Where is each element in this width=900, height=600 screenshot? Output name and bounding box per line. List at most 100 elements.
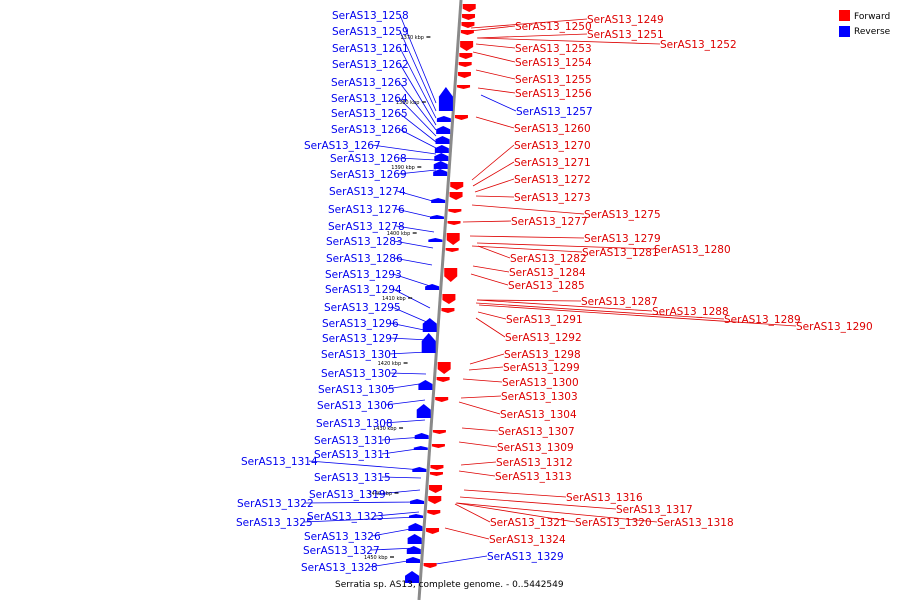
forward-gene-arrow — [437, 362, 451, 374]
leader-line-forward — [458, 441, 498, 448]
gene-label-forward: SerAS13_1282 — [510, 253, 587, 265]
leader-line-reverse — [381, 476, 422, 479]
leader-line-forward — [470, 273, 509, 286]
leader-line-forward — [461, 427, 499, 432]
gene-label-forward: SerAS13_1289 — [724, 314, 801, 326]
gene-label-forward: SerAS13_1317 — [616, 504, 693, 516]
forward-gene-arrow — [460, 30, 474, 35]
gene-label-reverse: SerAS13_1283 — [326, 236, 403, 248]
leader-line-forward — [477, 87, 516, 94]
reverse-gene-arrow — [433, 161, 448, 169]
leader-line-forward — [455, 502, 576, 523]
gene-label-reverse: SerAS13_1308 — [316, 418, 393, 430]
leader-line-forward — [460, 395, 502, 399]
reverse-gene-arrow — [413, 446, 428, 450]
leader-line-forward — [472, 161, 515, 187]
gene-label-forward: SerAS13_1251 — [587, 29, 664, 41]
forward-gene-arrow — [454, 115, 468, 120]
gene-label-forward: SerAS13_1313 — [495, 471, 572, 483]
leader-line-reverse — [398, 128, 437, 149]
gene-label-forward: SerAS13_1280 — [654, 244, 731, 256]
gene-label-forward: SerAS13_1318 — [657, 517, 734, 529]
gene-label-forward: SerAS13_1270 — [514, 140, 591, 152]
reverse-gene-arrow — [435, 136, 450, 144]
leader-line-forward — [475, 116, 515, 129]
reverse-gene-arrow — [438, 87, 453, 111]
leader-line-reverse — [384, 399, 426, 406]
leader-line-forward — [471, 144, 515, 181]
leader-line-reverse — [435, 555, 488, 565]
leader-line-reverse — [391, 306, 430, 324]
leader-line-forward — [474, 178, 515, 193]
gene-label-forward: SerAS13_1299 — [503, 362, 580, 374]
reverse-gene-arrow — [436, 116, 451, 122]
gene-label-reverse: SerAS13_1311 — [314, 449, 391, 461]
legend-forward-label: Forward — [854, 12, 890, 22]
gene-label-forward: SerAS13_1260 — [514, 123, 591, 135]
gene-label-forward: SerAS13_1309 — [497, 442, 574, 454]
reverse-gene-arrow — [421, 333, 436, 353]
leader-lines — [303, 14, 797, 568]
gene-label-reverse: SerAS13_1310 — [314, 435, 391, 447]
reverse-gene-arrow — [428, 238, 443, 242]
reverse-gene-arrow — [410, 499, 425, 504]
leader-line-forward — [458, 470, 496, 477]
kbp-tick-label: 1450 kbp — [364, 555, 388, 561]
leader-line-forward — [471, 204, 585, 215]
gene-label-reverse: SerAS13_1269 — [330, 169, 407, 181]
gene-label-reverse: SerAS13_1306 — [317, 400, 394, 412]
reverse-gene-arrow — [414, 433, 429, 439]
leader-line-reverse — [395, 225, 435, 233]
gene-label-forward: SerAS13_1290 — [796, 321, 873, 333]
reverse-gene-arrow — [405, 571, 420, 583]
leader-line-forward — [476, 299, 653, 312]
gene-label-reverse: SerAS13_1274 — [329, 186, 406, 198]
leader-line-forward — [454, 503, 491, 523]
leader-line-reverse — [308, 460, 423, 471]
gene-label-reverse: SerAS13_1266 — [331, 124, 408, 136]
gene-label-forward: SerAS13_1287 — [581, 296, 658, 308]
leader-line-reverse — [480, 94, 517, 112]
gene-label-forward: SerAS13_1272 — [514, 174, 591, 186]
leader-line-reverse — [395, 208, 436, 219]
leader-line-reverse — [374, 511, 420, 517]
leader-line-forward — [478, 304, 797, 327]
forward-gene-arrow — [444, 268, 458, 282]
gene-label-forward: SerAS13_1253 — [515, 43, 592, 55]
leader-line-forward — [475, 43, 516, 49]
leader-line-reverse — [397, 169, 437, 175]
gene-label-reverse: SerAS13_1276 — [328, 204, 405, 216]
gene-label-forward: SerAS13_1284 — [509, 267, 586, 279]
reverse-gene-arrow — [418, 380, 433, 390]
leader-line-reverse — [371, 144, 437, 155]
forward-gene-arrow — [449, 192, 463, 200]
leader-line-forward — [477, 311, 507, 320]
gene-label-forward: SerAS13_1285 — [508, 280, 585, 292]
forward-gene-arrow — [432, 430, 446, 434]
gene-label-reverse: SerAS13_1261 — [332, 43, 409, 55]
legend-reverse-swatch — [839, 26, 850, 37]
leader-line-reverse — [388, 351, 428, 355]
reverse-gene-arrow — [429, 215, 444, 219]
gene-label-forward: SerAS13_1288 — [652, 306, 729, 318]
gene-label-reverse: SerAS13_1328 — [301, 562, 378, 574]
gene-label-reverse: SerAS13_1267 — [304, 140, 381, 152]
reverse-gene-arrow — [406, 557, 421, 563]
leader-line-forward — [471, 245, 583, 253]
gene-label-forward: SerAS13_1273 — [514, 192, 591, 204]
gene-label-forward: SerAS13_1300 — [502, 377, 579, 389]
gene-label-forward: SerAS13_1291 — [506, 314, 583, 326]
leader-line-forward — [458, 401, 501, 415]
leader-line-reverse — [393, 240, 434, 249]
gene-label-reverse: SerAS13_1326 — [304, 531, 381, 543]
leader-line-forward — [460, 461, 497, 466]
leader-line-forward — [463, 489, 567, 498]
leader-line-reverse — [389, 337, 430, 341]
gene-label-reverse: SerAS13_1296 — [322, 318, 399, 330]
gene-label-reverse: SerAS13_1305 — [318, 384, 395, 396]
gene-label-reverse: SerAS13_1257 — [516, 106, 593, 118]
gene-label-forward: SerAS13_1249 — [587, 14, 664, 26]
forward-gene-arrow — [448, 209, 462, 213]
gene-label-reverse: SerAS13_1265 — [331, 108, 408, 120]
leader-line-forward — [469, 235, 585, 239]
